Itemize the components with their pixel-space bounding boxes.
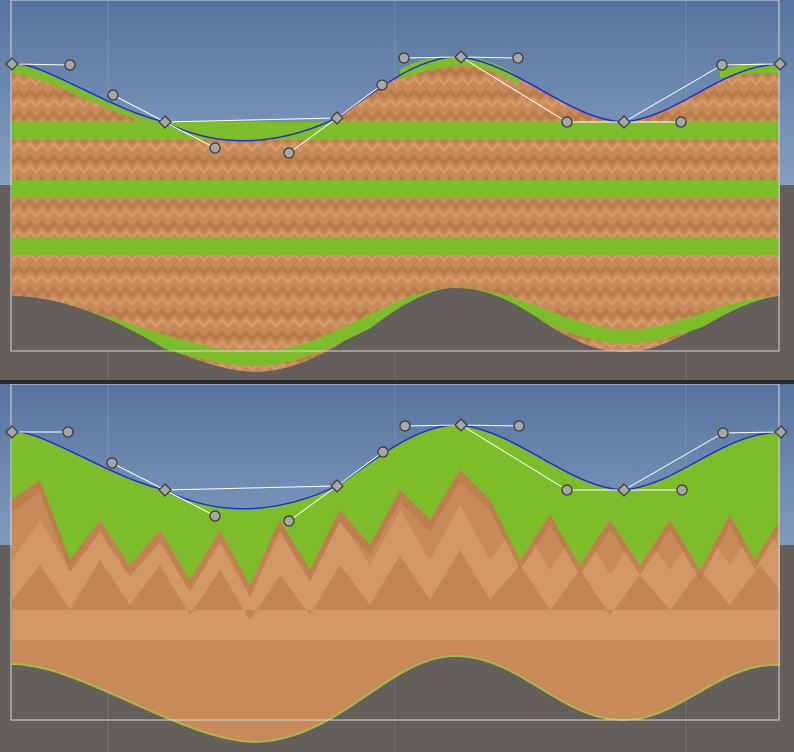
circle-handle-icon[interactable] — [716, 59, 728, 71]
circle-handle-icon[interactable] — [209, 510, 221, 522]
circle-handle-icon[interactable] — [561, 484, 573, 496]
circle-handle-icon[interactable] — [283, 515, 295, 527]
diamond-handle-icon[interactable] — [158, 115, 172, 129]
diamond-handle-icon[interactable] — [454, 50, 468, 64]
spline-curve[interactable] — [11, 424, 781, 510]
grass-stripes — [12, 56, 780, 366]
circle-handle-icon[interactable] — [64, 59, 76, 71]
circle-handle-icon[interactable] — [376, 79, 388, 91]
diamond-handle-icon[interactable] — [774, 425, 788, 439]
control-points[interactable] — [5, 418, 788, 497]
selection-rect — [10, 0, 780, 352]
circle-handle-icon[interactable] — [513, 420, 525, 432]
diamond-handle-icon[interactable] — [617, 115, 631, 129]
control-points[interactable] — [5, 50, 787, 129]
ground-silhouette — [0, 288, 794, 352]
circle-handle-icon[interactable] — [209, 142, 221, 154]
selection-rect — [10, 384, 780, 721]
circle-handle-icon[interactable] — [398, 52, 410, 64]
diamond-handle-icon[interactable] — [330, 111, 344, 125]
circle-handle-icon[interactable] — [561, 116, 573, 128]
circle-handle-icon[interactable] — [676, 484, 688, 496]
diamond-handle-icon[interactable] — [5, 425, 19, 439]
tangent-handles[interactable] — [62, 420, 729, 527]
grass-cap — [12, 424, 780, 585]
diamond-handle-icon[interactable] — [158, 483, 172, 497]
circle-handle-icon[interactable] — [717, 427, 729, 439]
circle-handle-icon[interactable] — [62, 426, 74, 438]
top-scene-view[interactable] — [0, 0, 794, 380]
diamond-handle-icon[interactable] — [5, 57, 19, 71]
circle-handle-icon[interactable] — [106, 457, 118, 469]
diamond-handle-icon[interactable] — [330, 479, 344, 493]
circle-handle-icon[interactable] — [377, 446, 389, 458]
panel-divider — [0, 380, 794, 384]
circle-handle-icon[interactable] — [107, 89, 119, 101]
circle-handle-icon[interactable] — [399, 420, 411, 432]
bottom-scene-view[interactable] — [0, 384, 794, 752]
circle-handle-icon[interactable] — [283, 147, 295, 159]
circle-handle-icon[interactable] — [675, 116, 687, 128]
diamond-handle-icon[interactable] — [773, 57, 787, 71]
diamond-handle-icon[interactable] — [454, 418, 468, 432]
tangent-handles[interactable] — [64, 52, 728, 159]
spline-curve[interactable] — [11, 56, 781, 142]
grass-shadow — [12, 470, 780, 597]
bottom-grass-edge — [11, 654, 781, 744]
diamond-handle-icon[interactable] — [617, 483, 631, 497]
circle-handle-icon[interactable] — [512, 52, 524, 64]
